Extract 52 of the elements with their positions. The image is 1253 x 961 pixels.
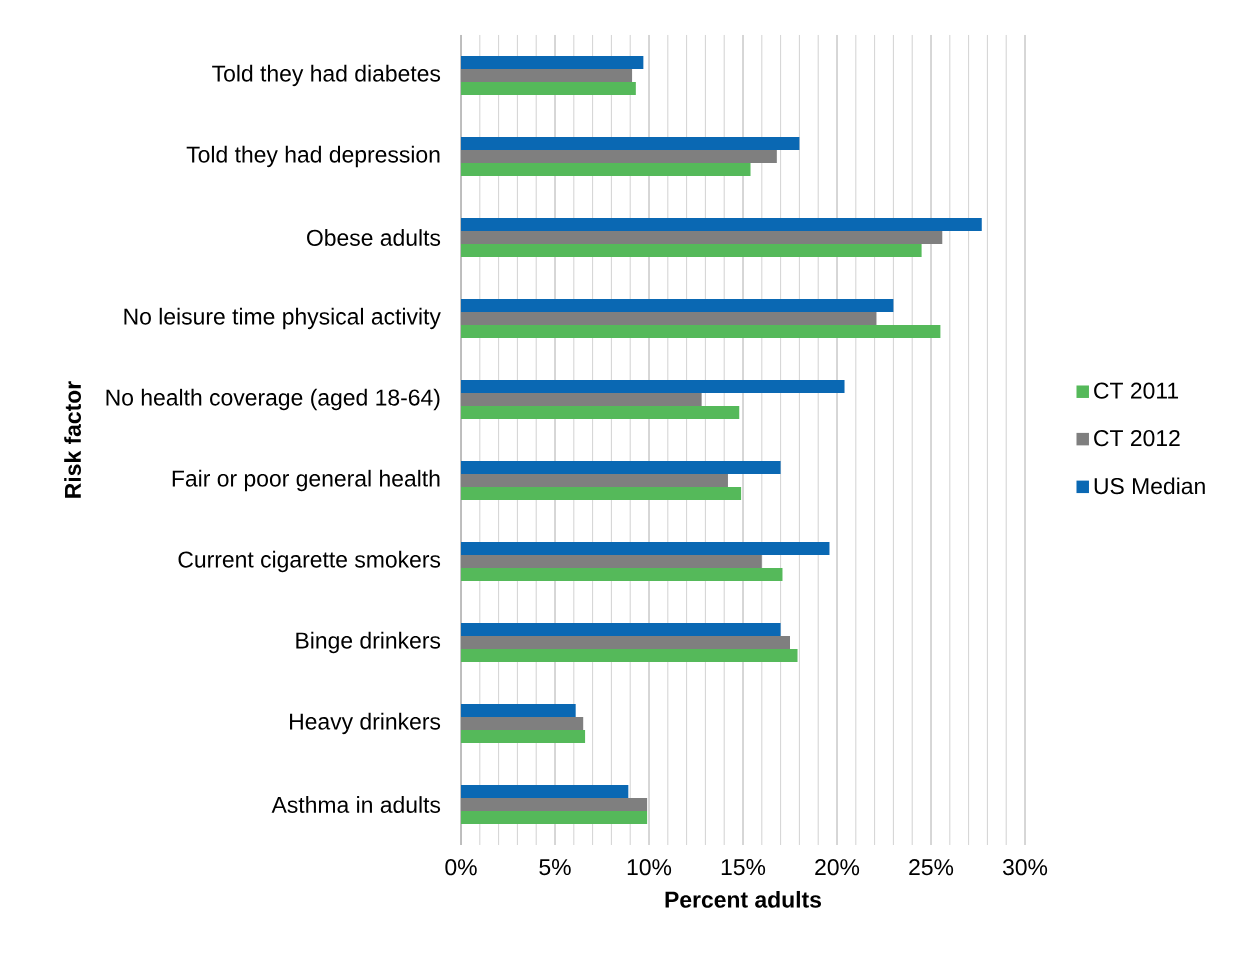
y-tick-label: Current cigarette smokers <box>178 550 441 573</box>
bar <box>461 136 800 150</box>
y-tick-label: Fair or poor general health <box>172 469 440 492</box>
bar <box>461 230 943 244</box>
bar <box>461 798 648 812</box>
bar <box>461 68 633 82</box>
y-tick-label: Told they had diabetes <box>212 64 441 87</box>
bar <box>461 730 586 744</box>
bar <box>461 785 629 799</box>
bar <box>461 649 798 663</box>
legend-label: CT 2011 <box>1094 382 1179 399</box>
x-tick-label: 25% <box>909 859 954 876</box>
bar <box>461 217 982 231</box>
bar <box>461 406 740 419</box>
x-tick-label: 20% <box>815 859 860 876</box>
legend-label: US Median <box>1094 477 1205 495</box>
bar <box>461 487 742 500</box>
y-tick-label: No leisure time physical activity <box>124 307 441 330</box>
y-tick-label: Told they had depression <box>186 145 440 168</box>
bar <box>461 243 922 257</box>
bar <box>461 461 781 474</box>
bar <box>461 568 783 581</box>
y-tick-label: Heavy drinkers <box>290 712 441 735</box>
bar <box>461 55 644 69</box>
y-tick-label: Asthma in adults <box>271 796 441 813</box>
bar <box>461 623 781 637</box>
x-tick-label: 5% <box>539 859 571 876</box>
x-tick-label: 15% <box>721 859 766 876</box>
bar <box>461 811 648 825</box>
bar <box>461 298 894 312</box>
x-tick-label: 0% <box>445 859 477 876</box>
legend-label: CT 2012 <box>1094 429 1180 447</box>
bar <box>461 542 830 555</box>
bar <box>461 636 790 650</box>
bar <box>461 717 584 731</box>
bar <box>461 162 751 176</box>
bar <box>461 555 762 568</box>
bar <box>461 380 845 393</box>
bar <box>461 311 877 325</box>
x-tick-label: 30% <box>1002 859 1048 876</box>
y-axis-title: Risk factor <box>64 381 81 498</box>
bar <box>461 149 777 163</box>
bar <box>461 324 941 338</box>
bar <box>461 81 636 95</box>
bar <box>461 474 728 487</box>
bar <box>461 704 576 718</box>
y-tick-label: No health coverage (aged 18-64) <box>106 388 440 411</box>
y-tick-label: Binge drinkers <box>296 631 441 654</box>
bar <box>461 393 702 406</box>
x-tick-label: 10% <box>627 859 672 876</box>
x-axis-title: Percent adults <box>665 890 821 908</box>
y-tick-label: Obese adults <box>307 229 441 246</box>
